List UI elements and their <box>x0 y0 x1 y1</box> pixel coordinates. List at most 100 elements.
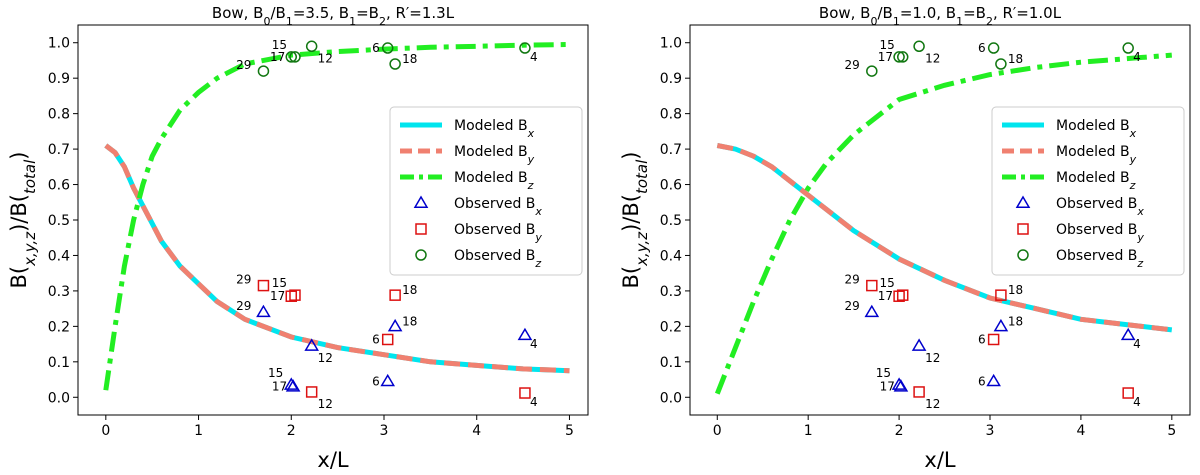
observed-bx-label: 15 <box>876 366 891 380</box>
y-axis-label: B(x,y,z)/B(total) <box>619 152 651 289</box>
observed-by-point <box>389 289 401 301</box>
legend-marker <box>413 195 429 208</box>
modeled-by-line <box>716 143 1173 333</box>
observed-bz-label: 18 <box>1008 52 1023 66</box>
chart-title: Bow, B0/B1=3.5, B1=B2, R′=1.3L <box>212 4 455 28</box>
observed-bz-label: 6 <box>372 41 380 55</box>
observed-bz-label: 4 <box>530 50 538 64</box>
x-tick-label: 0 <box>101 423 110 439</box>
observed-bz-label: 12 <box>925 51 940 65</box>
legend-label: Observed Bz <box>1056 248 1143 270</box>
legend-label: Modeled Bx <box>454 118 535 140</box>
y-tick-label: 0.7 <box>48 142 70 158</box>
legend-marker <box>1017 223 1029 235</box>
observed-bz-label: 29 <box>236 58 251 72</box>
observed-bx-label: 15 <box>268 366 283 380</box>
y-tick-label: 0.8 <box>48 107 70 123</box>
observed-bz-label: 15 <box>272 38 287 52</box>
y-tick-label: 0.5 <box>48 213 70 229</box>
legend-label: Observed By <box>454 222 542 244</box>
observed-by-label: 17 <box>878 289 893 303</box>
x-tick-label: 3 <box>380 423 389 439</box>
observed-by-label: 6 <box>372 332 380 346</box>
observed-bz-point <box>1122 42 1134 54</box>
y-tick-label: 1.0 <box>48 36 70 52</box>
observed-bz-point <box>893 51 905 63</box>
observed-bz-point <box>305 40 318 53</box>
observed-by-point <box>995 289 1007 301</box>
y-tick-label: 0.8 <box>660 107 682 123</box>
y-tick-label: 0.9 <box>660 71 682 87</box>
observed-by-label: 15 <box>879 276 894 290</box>
observed-bz-label: 12 <box>318 51 333 65</box>
observed-bx-label: 12 <box>925 351 940 365</box>
observed-bx-label: 29 <box>845 299 860 313</box>
x-tick-label: 5 <box>1167 423 1176 439</box>
modeled-bz-line <box>714 52 1172 395</box>
observed-by-point <box>381 333 394 346</box>
observed-by-point <box>1122 387 1134 399</box>
observed-bz-point <box>987 42 1000 54</box>
observed-by-label: 4 <box>530 395 538 409</box>
observed-bz-point <box>285 51 298 63</box>
legend-label: Modeled By <box>1056 144 1137 166</box>
observed-bz-label: 29 <box>845 58 860 72</box>
y-tick-label: 0.1 <box>660 355 682 371</box>
observed-by-point <box>893 290 905 302</box>
legend-marker <box>1017 249 1029 261</box>
legend-label: Modeled Bx <box>1056 118 1137 140</box>
observed-bx-point <box>911 338 927 351</box>
observed-bx-label: 29 <box>236 299 251 313</box>
legend-marker <box>1015 195 1031 208</box>
observed-by-point <box>866 279 878 292</box>
observed-by-point <box>305 386 318 398</box>
y-axis-label: B(x,y,z)/B(total) <box>7 152 39 289</box>
observed-by-point <box>913 386 925 398</box>
y-tick-label: 0.1 <box>48 355 70 371</box>
observed-bz-point <box>866 65 878 77</box>
y-tick-label: 0.3 <box>660 284 682 300</box>
observed-by-point <box>519 387 531 399</box>
observed-bx-label: 18 <box>1008 314 1023 328</box>
observed-by-label: 17 <box>270 289 285 303</box>
observed-bx-label: 6 <box>372 374 380 388</box>
observed-bz-point <box>257 65 270 77</box>
observed-by-label: 12 <box>318 397 333 411</box>
observed-bx-point <box>285 379 301 392</box>
chart-panel-2: Bow, B0/B1=1.0, B1=B2, R′=1.0L0 1 2 3 4 50.00… <box>619 4 1191 472</box>
observed-bz-label: 6 <box>978 41 986 55</box>
observed-bz-point <box>389 58 401 70</box>
observed-bx-label: 17 <box>272 380 287 394</box>
y-tick-label: 0.3 <box>48 284 70 300</box>
observed-bz-point <box>519 42 531 54</box>
x-tick-label: 2 <box>895 423 904 439</box>
observed-by-label: 4 <box>1133 395 1141 409</box>
legend-label: Modeled Bz <box>454 170 534 192</box>
y-tick-label: 0.6 <box>660 178 682 194</box>
y-tick-label: 0.0 <box>48 390 70 406</box>
x-tick-label: 2 <box>287 423 296 439</box>
legend-label: Modeled By <box>454 144 535 166</box>
y-tick-label: 0.5 <box>660 213 682 229</box>
y-tick-label: 1.0 <box>660 36 682 52</box>
x-axis-label: x/L <box>317 448 349 472</box>
observed-bx-label: 4 <box>530 337 538 351</box>
x-tick-label: 0 <box>713 423 722 439</box>
y-tick-label: 0.9 <box>48 71 70 87</box>
observed-bz-point <box>381 42 394 54</box>
legend-label: Modeled Bz <box>1056 170 1136 192</box>
observed-bz-label: 17 <box>270 50 285 64</box>
x-tick-label: 1 <box>804 423 813 439</box>
x-tick-label: 1 <box>194 423 203 439</box>
observed-bx-point <box>380 373 396 387</box>
observed-bx-point <box>893 379 909 392</box>
chart-panel-1: Bow, B0/B1=3.5, B1=B2, R′=1.3L0 1 2 3 4 50.00… <box>7 4 589 472</box>
legend-label: Observed Bz <box>454 248 541 270</box>
observed-by-point <box>285 290 298 302</box>
legend-marker <box>415 249 427 261</box>
observed-bx-label: 18 <box>402 314 417 328</box>
observed-bz-point <box>995 58 1007 70</box>
observed-bx-point <box>986 373 1001 387</box>
x-tick-label: 3 <box>986 423 995 439</box>
observed-bz-label: 17 <box>878 50 893 64</box>
